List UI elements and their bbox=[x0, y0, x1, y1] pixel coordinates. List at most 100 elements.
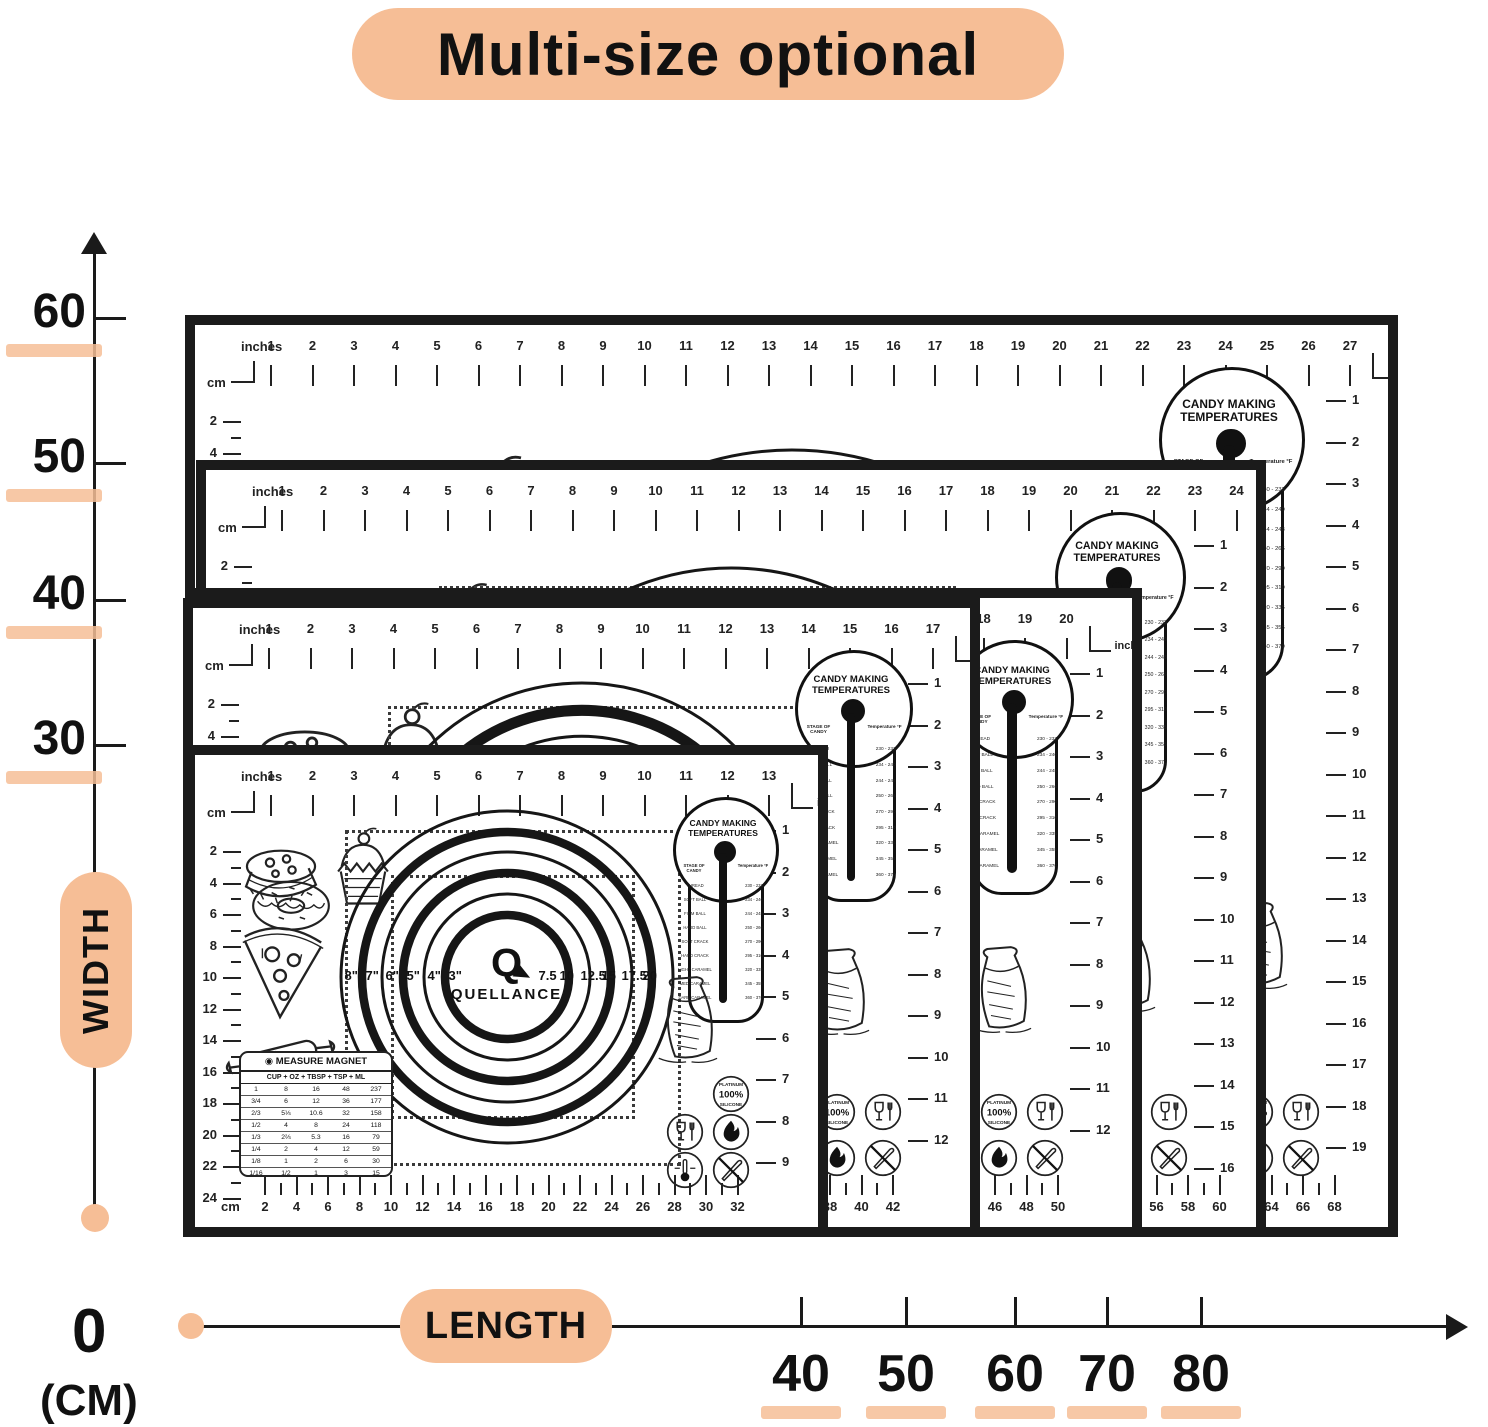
top-ruler-tick bbox=[696, 510, 698, 531]
right-ruler-number: 8 bbox=[934, 965, 942, 981]
measure-table-cell: 4 bbox=[314, 1146, 318, 1153]
measure-table-cell: 5⅓ bbox=[281, 1110, 291, 1117]
top-ruler-number: 12 bbox=[731, 483, 746, 498]
y-axis-line bbox=[93, 250, 96, 1216]
measure-table-cell: 1/2 bbox=[251, 1122, 261, 1129]
right-ruler-number: 14 bbox=[1220, 1076, 1235, 1092]
left-ruler-number: 4 bbox=[207, 727, 215, 743]
measure-table-cell: 36 bbox=[342, 1098, 350, 1105]
right-ruler-tick bbox=[1194, 794, 1214, 796]
right-ruler-number: 6 bbox=[1352, 599, 1360, 615]
y-axis-tick-underline bbox=[6, 771, 102, 784]
top-ruler-number: 1 bbox=[267, 768, 275, 783]
measure-table-cell: 1/16 bbox=[249, 1170, 263, 1177]
top-ruler-number: 5 bbox=[433, 338, 441, 353]
right-ruler-tick bbox=[756, 913, 776, 915]
measure-table-cell: 2 bbox=[314, 1158, 318, 1165]
right-ruler-tick bbox=[1194, 1126, 1214, 1128]
candy-temp-cell: 295 - 310 bbox=[1037, 816, 1058, 822]
right-ruler-tick bbox=[1070, 1129, 1090, 1132]
circle-inch-label: 6" bbox=[385, 967, 399, 983]
x-axis-tick-label: 70 bbox=[1078, 1345, 1136, 1403]
right-ruler-number: 13 bbox=[1220, 1035, 1235, 1050]
candy-stage-cell: HARD BALL bbox=[967, 784, 994, 790]
bottom-ruler-number: 18 bbox=[509, 1199, 525, 1214]
left-ruler-number: 8 bbox=[209, 937, 217, 953]
bottom-ruler-subtick bbox=[405, 1183, 408, 1195]
y-axis-tick-underline bbox=[6, 489, 102, 502]
right-ruler-tick bbox=[1194, 877, 1214, 879]
candy-col2-header: Temperature °F bbox=[1028, 714, 1064, 720]
right-ruler-tick bbox=[1326, 1064, 1346, 1066]
right-ruler-number: 8 bbox=[782, 1112, 790, 1128]
top-ruler-number: 3 bbox=[350, 338, 358, 353]
circle-inch-label: 3" bbox=[448, 967, 462, 983]
candy-badge-title: CANDY MAKING TEMPERATURES bbox=[688, 818, 758, 838]
top-ruler-tick bbox=[768, 795, 770, 816]
candy-badge-title: CANDY MAKING TEMPERATURES bbox=[1073, 539, 1161, 564]
top-ruler-number: 16 bbox=[884, 621, 899, 636]
left-ruler-unit-label: cm bbox=[207, 375, 226, 390]
right-ruler-tick bbox=[1326, 939, 1346, 942]
bottom-ruler-tick bbox=[1187, 1175, 1189, 1195]
bottom-ruler-number: 58 bbox=[1180, 1199, 1196, 1214]
bottom-ruler-subtick bbox=[342, 1183, 345, 1195]
left-ruler-number: 20 bbox=[202, 1126, 217, 1142]
right-ruler-number: 1 bbox=[1096, 665, 1104, 680]
x-axis-tick-label: 60 bbox=[986, 1345, 1044, 1403]
top-ruler-number: 16 bbox=[886, 338, 901, 353]
measure-table-cell: 12 bbox=[342, 1146, 350, 1153]
left-ruler-number: 12 bbox=[202, 1000, 217, 1016]
top-ruler-number: 1 bbox=[267, 338, 275, 353]
right-ruler-number: 2 bbox=[1352, 433, 1360, 449]
left-ruler-number: 2 bbox=[207, 696, 215, 711]
right-ruler-number: 8 bbox=[1352, 682, 1360, 698]
bottom-ruler-number: 64 bbox=[1264, 1199, 1279, 1214]
right-ruler-tick bbox=[756, 1079, 776, 1081]
right-ruler-number: 2 bbox=[1220, 578, 1228, 594]
candy-temp-cell: 234 - 240 bbox=[1144, 637, 1167, 643]
platinum-icon: PLATINUM 100% SILICONE bbox=[712, 1075, 750, 1113]
measure-table-cell: 30 bbox=[372, 1158, 380, 1165]
bottom-ruler-number: 20 bbox=[541, 1199, 556, 1214]
top-ruler-tick bbox=[1235, 510, 1238, 531]
measure-table-row: 2/3 5⅓ 10.6 32 158 bbox=[241, 1108, 391, 1120]
y-axis-tick bbox=[96, 462, 126, 465]
right-ruler-tick bbox=[1326, 483, 1346, 485]
right-ruler-number: 10 bbox=[1096, 1038, 1111, 1054]
right-ruler-tick bbox=[1194, 1084, 1214, 1087]
top-ruler-tick bbox=[1183, 365, 1185, 386]
right-ruler-tick bbox=[1070, 714, 1090, 717]
top-ruler-tick bbox=[851, 365, 853, 386]
top-ruler-tick bbox=[1349, 365, 1351, 386]
candy-temp-cell: 320 - 335 bbox=[1144, 724, 1167, 731]
top-ruler-number: 14 bbox=[801, 621, 816, 636]
right-ruler-number: 7 bbox=[782, 1071, 790, 1086]
circle-inch-label: 8" bbox=[344, 967, 358, 983]
right-ruler-tick bbox=[1326, 815, 1346, 817]
mat-40cm-surface: inches12345678910111213inchescm246810121… bbox=[195, 755, 818, 1227]
measure-table-cell: 1/2 bbox=[281, 1170, 291, 1177]
dough-circle bbox=[440, 910, 573, 1044]
right-ruler-tick bbox=[1194, 545, 1214, 547]
left-ruler-number: 10 bbox=[202, 969, 217, 984]
bottom-ruler-subtick bbox=[1286, 1183, 1289, 1195]
candy-stage-cell: SOFT BALL bbox=[967, 753, 994, 758]
candy-temp-cell: 250 - 266 bbox=[745, 925, 763, 930]
left-ruler-tick bbox=[221, 704, 239, 706]
right-ruler-number: 10 bbox=[934, 1048, 949, 1064]
svg-text:100%: 100% bbox=[987, 1107, 1012, 1118]
left-ruler-subtick bbox=[231, 1150, 241, 1153]
right-ruler-number: 16 bbox=[1352, 1014, 1367, 1030]
bottom-ruler-tick bbox=[421, 1175, 424, 1195]
top-ruler-tick bbox=[600, 648, 602, 669]
right-ruler-tick bbox=[1194, 918, 1214, 921]
x-axis-tick-underline bbox=[866, 1406, 946, 1419]
top-ruler-tick bbox=[477, 365, 480, 386]
top-ruler-tick bbox=[892, 365, 895, 386]
left-ruler-tick bbox=[223, 1166, 241, 1168]
bottom-ruler-subtick bbox=[500, 1183, 503, 1195]
top-ruler-tick bbox=[986, 510, 989, 531]
svg-text:SILICONE: SILICONE bbox=[826, 1120, 848, 1126]
bottom-ruler-tick bbox=[484, 1175, 487, 1195]
